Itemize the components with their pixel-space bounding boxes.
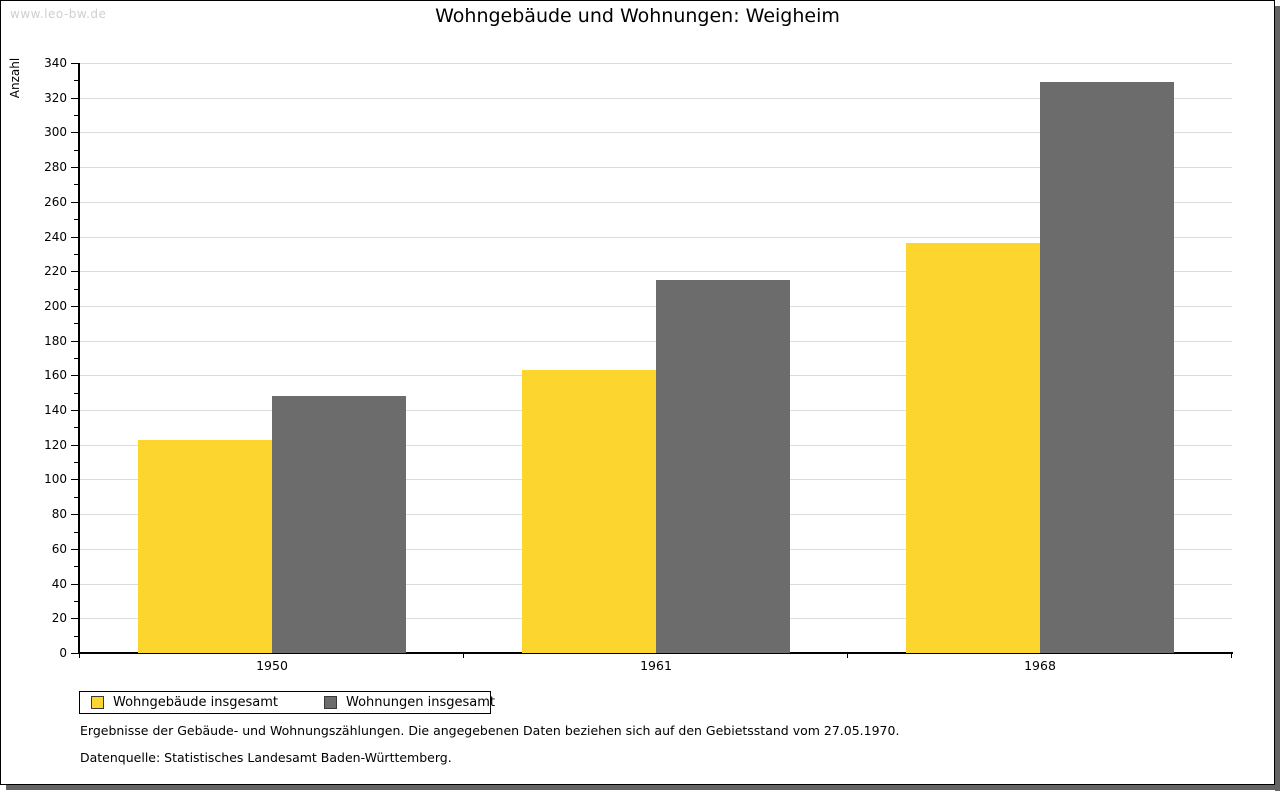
y-tick (71, 63, 78, 64)
window-shadow-bottom (6, 785, 1280, 790)
y-tick (71, 548, 78, 550)
y-axis-line (78, 63, 80, 654)
legend-label: Wohnungen insgesamt (346, 695, 495, 710)
y-tick (71, 201, 78, 203)
y-tick (74, 115, 78, 117)
x-axis-tick (463, 654, 464, 658)
y-tick (74, 600, 78, 602)
legend-swatch-gray-icon (324, 696, 337, 709)
y-tick (71, 410, 78, 412)
window-shadow-right (1275, 6, 1280, 791)
x-axis-tick (847, 654, 848, 658)
y-tick (71, 97, 78, 99)
y-tick (71, 305, 78, 307)
x-tick-label-1961: 1961 (640, 658, 672, 673)
y-tick-label: 260 (44, 194, 67, 209)
bar-wohnungen-1968 (1040, 82, 1174, 653)
x-axis-tick (1231, 654, 1232, 658)
gridline-300 (80, 132, 1232, 134)
legend-item-wohnungen: Wohnungen insgesamt (324, 695, 495, 710)
footnote-data-source: Datenquelle: Statistisches Landesamt Bad… (80, 750, 452, 765)
y-tick (74, 288, 78, 290)
y-tick-label: 40 (51, 576, 67, 591)
y-tick (71, 618, 78, 620)
bar-wohnungen-1961 (656, 279, 790, 653)
y-tick-label: 240 (44, 229, 67, 244)
y-tick (71, 583, 78, 585)
chart-title: Wohngebäude und Wohnungen: Weigheim (435, 5, 840, 27)
y-tick (71, 132, 78, 134)
x-axis-line (79, 652, 1233, 654)
y-tick (74, 184, 78, 186)
y-tick-label: 180 (44, 333, 67, 348)
y-tick-label: 220 (44, 264, 67, 279)
y-tick-label: 60 (51, 541, 67, 556)
y-tick (71, 167, 78, 169)
y-tick-label: 0 (59, 646, 67, 660)
legend-item-wohngebaeude: Wohngebäude insgesamt (91, 695, 278, 710)
y-tick (71, 514, 78, 516)
y-tick-label: 20 (51, 611, 67, 626)
bar-wohngebaeude-1968 (906, 243, 1040, 653)
footnote-source-note: Ergebnisse der Gebäude- und Wohnungszähl… (80, 723, 900, 738)
y-tick (71, 271, 78, 273)
y-tick (71, 375, 78, 377)
gridline-220 (80, 271, 1232, 273)
gridline-260 (80, 201, 1232, 203)
y-tick (71, 479, 78, 481)
y-tick (74, 253, 78, 255)
x-axis-tick (79, 654, 80, 658)
y-tick-label: 140 (44, 403, 67, 418)
bar-wohngebaeude-1950 (138, 439, 272, 653)
y-tick-label: 340 (44, 56, 67, 70)
y-tick (74, 462, 78, 464)
y-tick (71, 340, 78, 342)
bar-wohngebaeude-1961 (522, 370, 656, 653)
legend-swatch-yellow-icon (91, 696, 104, 709)
y-tick-label: 320 (44, 90, 67, 105)
y-tick (74, 496, 78, 498)
legend: Wohngebäude insgesamt Wohnungen insgesam… (79, 691, 495, 714)
y-tick (71, 653, 78, 654)
y-tick (74, 531, 78, 533)
gridline-280 (80, 167, 1232, 169)
y-tick (74, 80, 78, 82)
gridline-240 (80, 236, 1232, 238)
y-tick-label: 200 (44, 298, 67, 313)
x-tick-label-1950: 1950 (256, 658, 288, 673)
y-tick-label: 280 (44, 160, 67, 175)
y-axis-title: Anzahl (8, 57, 22, 99)
watermark: www.leo-bw.de (10, 7, 107, 21)
legend-label: Wohngebäude insgesamt (113, 695, 278, 710)
plot-area (80, 63, 1232, 653)
y-tick-label: 160 (44, 368, 67, 383)
y-tick (74, 566, 78, 568)
bar-wohnungen-1950 (272, 396, 406, 653)
y-tick (74, 149, 78, 151)
y-tick (74, 427, 78, 429)
y-tick (71, 236, 78, 238)
y-tick-label: 300 (44, 125, 67, 140)
y-tick (71, 444, 78, 446)
gridline-340 (80, 63, 1232, 64)
gridline-320 (80, 97, 1232, 99)
y-tick (74, 358, 78, 359)
y-tick (74, 323, 78, 325)
y-tick-label: 120 (44, 437, 67, 452)
y-tick (74, 219, 78, 221)
y-tick (74, 392, 78, 394)
y-tick-label: 100 (44, 472, 67, 487)
x-tick-label-1968: 1968 (1024, 658, 1056, 673)
y-tick-label: 80 (51, 507, 67, 522)
y-tick (74, 635, 78, 637)
